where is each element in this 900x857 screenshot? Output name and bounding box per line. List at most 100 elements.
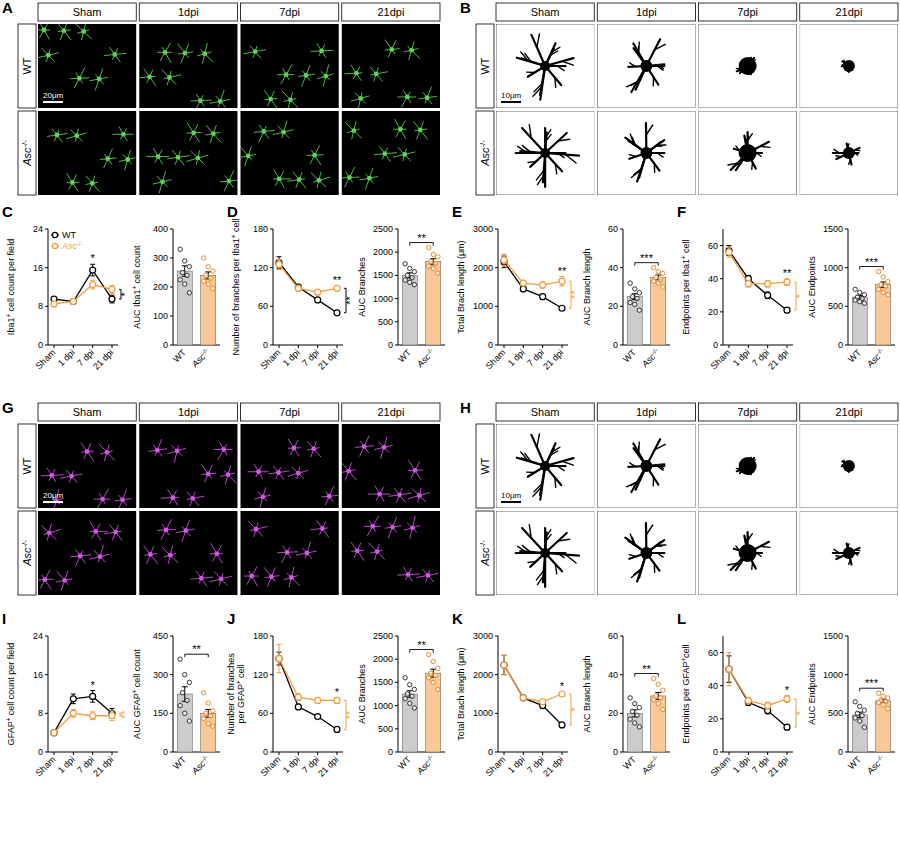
text-part: 2000 [473, 263, 493, 273]
data-point [436, 687, 440, 691]
plot-data [51, 691, 115, 736]
data-point [853, 298, 857, 302]
text-part: E [452, 203, 462, 220]
column-header-box [699, 3, 797, 21]
data-point [183, 259, 187, 263]
data-point [858, 290, 862, 294]
data-point [211, 709, 215, 713]
y-tick [45, 752, 48, 753]
text-part: * [91, 252, 96, 264]
data-point [204, 273, 208, 277]
x-tick [54, 752, 55, 755]
y-tick-label: 16 [33, 670, 43, 680]
x-tick-label: Asc-/- [638, 346, 662, 370]
y-tick [720, 652, 723, 653]
text-part: 8 [38, 708, 43, 718]
y-tick-label: 500 [828, 301, 843, 311]
cell-body [370, 524, 375, 529]
data-point [201, 279, 205, 283]
column-header: 21dpi [377, 406, 404, 418]
column-header: 7dpi [737, 6, 758, 18]
cell-branch [518, 546, 528, 553]
y-tick-label: 2000 [473, 670, 493, 680]
text-part: 21dpi [835, 6, 862, 18]
text-part: 3000 [473, 224, 493, 234]
marker [90, 267, 96, 273]
cell-body [398, 127, 403, 132]
micrograph-tile [597, 424, 695, 508]
micrograph-tile [496, 511, 594, 595]
text-part: cell count per field [6, 239, 16, 314]
error-bar [540, 699, 545, 704]
y-tick [720, 278, 723, 279]
error-bar [521, 696, 526, 701]
error-bar [502, 655, 507, 674]
data-point [426, 264, 430, 268]
micrograph-tile [342, 511, 440, 595]
column-header-box [699, 403, 797, 421]
superscript: -/- [199, 753, 208, 762]
micrograph-tile [241, 424, 339, 508]
y-tick-label: 3000 [473, 224, 493, 234]
x-axis [498, 345, 568, 346]
text-part: 40 [708, 274, 718, 284]
column-header: Sham [531, 6, 560, 18]
series-line [279, 264, 337, 292]
error-bar [521, 696, 526, 701]
tile-background [496, 111, 594, 195]
x-tick [748, 345, 749, 348]
cell-body [219, 577, 224, 582]
x-tick [767, 345, 768, 348]
micrograph-tile [38, 24, 136, 108]
cell-branch [627, 82, 638, 87]
x-tick-label: Asc-/- [413, 753, 437, 777]
cell-branch [528, 161, 536, 162]
data-point [881, 290, 885, 294]
cell-body [426, 573, 431, 578]
data-point [656, 682, 660, 686]
y-tick-label: 1000 [823, 263, 843, 273]
y-tick-label: 60 [258, 301, 268, 311]
significance: * [335, 686, 340, 698]
y-tick [495, 229, 498, 230]
tile-background [597, 24, 695, 108]
data-point [858, 299, 862, 303]
data-point [408, 701, 412, 705]
y-tick [45, 229, 48, 230]
cell-branch [756, 553, 761, 556]
x-tick-label: Sham [484, 754, 508, 778]
text-part: 1000 [473, 301, 493, 311]
cell-branch [565, 155, 576, 164]
y-tick-label: 1000 [373, 701, 393, 711]
x-tick [54, 345, 55, 348]
plot-data [276, 644, 340, 732]
y-tick [620, 674, 623, 675]
tile-background [496, 424, 594, 508]
marker [295, 694, 301, 700]
x-tick-label: 1 dpi [506, 347, 527, 368]
data-point [180, 691, 184, 695]
row-header: Asc-/- [478, 140, 492, 167]
series-line [504, 262, 562, 308]
axis-title: AUC GFAP+ cell count [131, 649, 143, 739]
cell-branch [646, 125, 653, 135]
data-point [630, 709, 634, 713]
y-tick-label: 1500 [823, 224, 843, 234]
x-tick-label: 1 dpi [506, 754, 527, 775]
text-part: 1500 [373, 677, 393, 687]
image-panel: ASham1dpi7dpi21dpiWT20μmAsc-/- [2, 0, 440, 195]
plot-data [852, 269, 891, 345]
y-tick [395, 752, 398, 753]
cell-body [397, 492, 402, 497]
text-part: 2500 [373, 224, 393, 234]
y-axis [273, 636, 274, 752]
cell-body [418, 128, 423, 133]
data-point [637, 705, 641, 709]
data-point [661, 271, 665, 275]
row-header: WT [479, 457, 491, 474]
y-tick-label: 120 [253, 263, 268, 273]
column-header: Sham [73, 6, 102, 18]
data-point [410, 694, 414, 698]
bracket-label: ** [119, 710, 131, 719]
text-part: 0 [263, 747, 268, 757]
